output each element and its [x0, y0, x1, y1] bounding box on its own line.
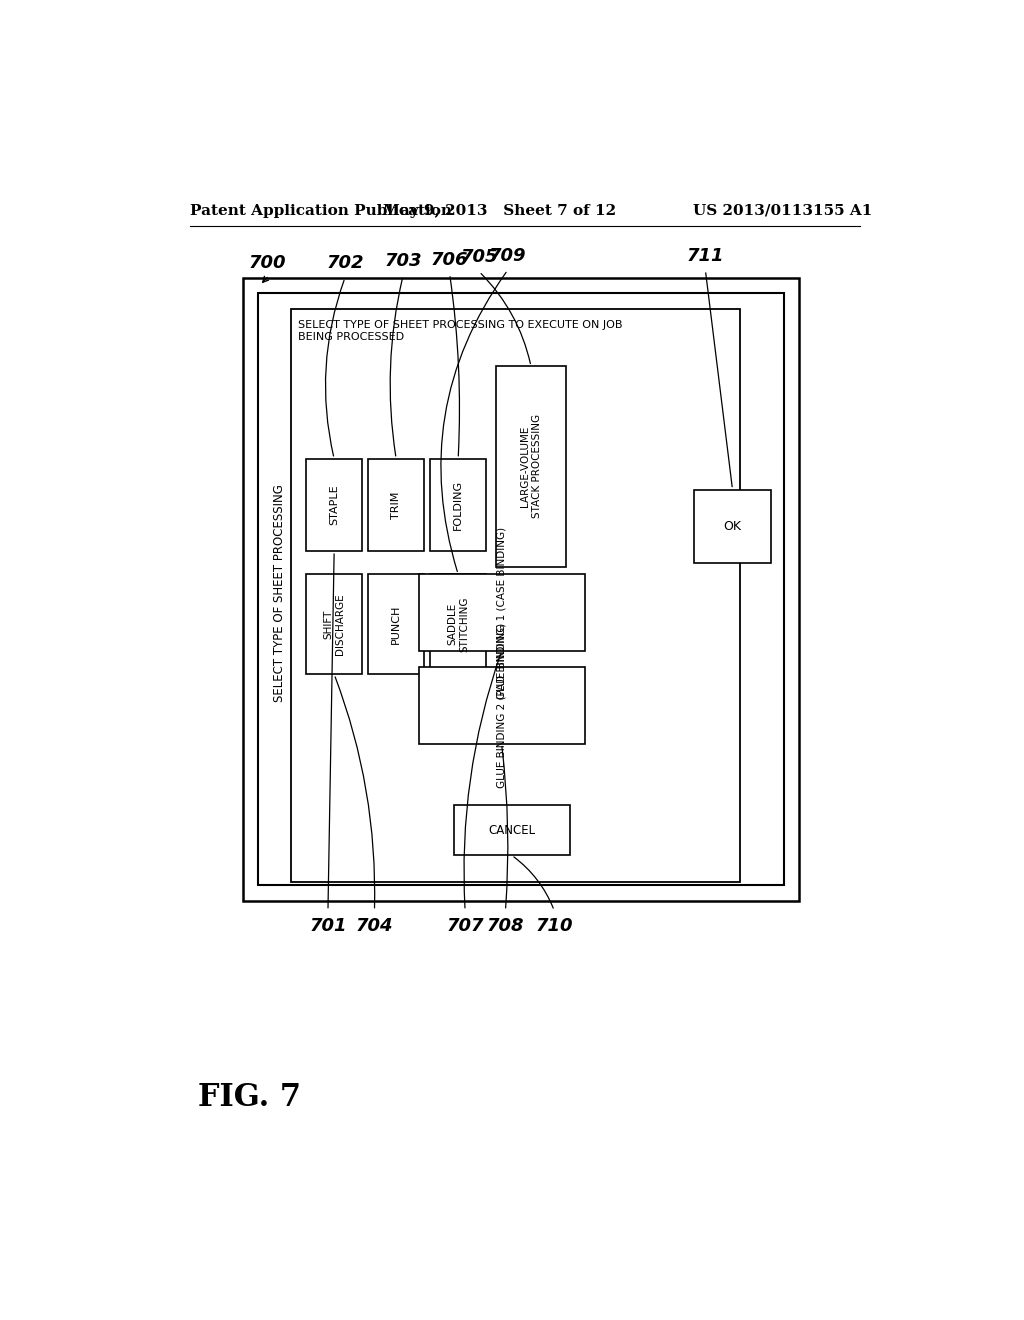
- Bar: [496, 367, 566, 566]
- Text: May 9, 2013   Sheet 7 of 12: May 9, 2013 Sheet 7 of 12: [383, 203, 616, 218]
- Text: FOLDING: FOLDING: [454, 480, 463, 529]
- Bar: [291, 309, 740, 882]
- Bar: [306, 574, 362, 675]
- Text: SADDLE
STITCHING: SADDLE STITCHING: [447, 597, 469, 652]
- Bar: [430, 574, 486, 675]
- Text: US 2013/0113155 A1: US 2013/0113155 A1: [692, 203, 872, 218]
- Text: 708: 708: [486, 917, 524, 935]
- Text: SELECT TYPE OF SHEET PROCESSING TO EXECUTE ON JOB
BEING PROCESSED: SELECT TYPE OF SHEET PROCESSING TO EXECU…: [299, 321, 623, 342]
- Bar: [430, 459, 486, 552]
- Bar: [419, 574, 586, 651]
- Text: GLUE BINDING 1 (CASE BINDING): GLUE BINDING 1 (CASE BINDING): [497, 527, 507, 698]
- Text: Patent Application Publication: Patent Application Publication: [190, 203, 452, 218]
- Bar: [258, 293, 783, 884]
- Bar: [306, 459, 362, 552]
- Text: 709: 709: [489, 247, 526, 264]
- Text: 700: 700: [248, 255, 286, 272]
- Text: 705: 705: [461, 248, 498, 267]
- Text: 704: 704: [355, 917, 393, 935]
- Text: 702: 702: [327, 255, 364, 272]
- Text: 701: 701: [309, 917, 347, 935]
- Bar: [693, 490, 771, 562]
- Text: FIG. 7: FIG. 7: [198, 1082, 301, 1113]
- Text: OK: OK: [724, 520, 741, 532]
- Bar: [369, 574, 424, 675]
- Text: SHIFT
DISCHARGE: SHIFT DISCHARGE: [324, 594, 345, 655]
- Text: 710: 710: [536, 917, 573, 935]
- Text: GLUE BINDING 2 (PAD BINDING): GLUE BINDING 2 (PAD BINDING): [497, 623, 507, 788]
- Text: 703: 703: [384, 252, 422, 271]
- Text: SELECT TYPE OF SHEET PROCESSING: SELECT TYPE OF SHEET PROCESSING: [272, 484, 286, 702]
- Bar: [369, 459, 424, 552]
- Text: 706: 706: [431, 251, 468, 268]
- Bar: [419, 667, 586, 743]
- Text: 711: 711: [687, 247, 724, 264]
- Text: 707: 707: [446, 917, 484, 935]
- Text: PUNCH: PUNCH: [391, 605, 401, 644]
- Text: CANCEL: CANCEL: [488, 824, 536, 837]
- Text: TRIM: TRIM: [391, 491, 401, 519]
- Text: LARGE-VOLUME
STACK PROCESSING: LARGE-VOLUME STACK PROCESSING: [520, 414, 542, 519]
- Text: STAPLE: STAPLE: [329, 484, 339, 525]
- Bar: [454, 805, 569, 855]
- Bar: [243, 277, 799, 902]
